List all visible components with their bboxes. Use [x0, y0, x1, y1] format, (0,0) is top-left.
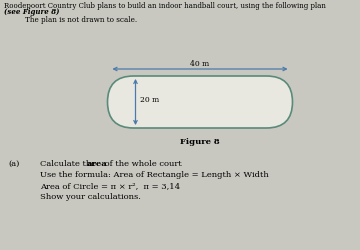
Text: Roodepoort Country Club plans to build an indoor handball court, using the follo: Roodepoort Country Club plans to build a…: [4, 2, 326, 10]
Text: (a): (a): [8, 160, 19, 168]
Text: 40 m: 40 m: [190, 60, 210, 68]
FancyBboxPatch shape: [108, 76, 292, 128]
Text: Use the formula: Area of Rectangle = Length × Width: Use the formula: Area of Rectangle = Len…: [40, 171, 269, 179]
Text: Figure 8: Figure 8: [180, 138, 220, 146]
Text: Show your calculations.: Show your calculations.: [40, 193, 141, 201]
Text: The plan is not drawn to scale.: The plan is not drawn to scale.: [25, 16, 137, 24]
Text: area: area: [87, 160, 108, 168]
Text: of the whole court: of the whole court: [102, 160, 182, 168]
Text: (see Figure 8): (see Figure 8): [4, 8, 59, 16]
Text: 20 m: 20 m: [140, 96, 159, 104]
Text: Area of Circle = π × r²,  π = 3,14: Area of Circle = π × r², π = 3,14: [40, 182, 180, 190]
Text: Calculate the: Calculate the: [40, 160, 99, 168]
